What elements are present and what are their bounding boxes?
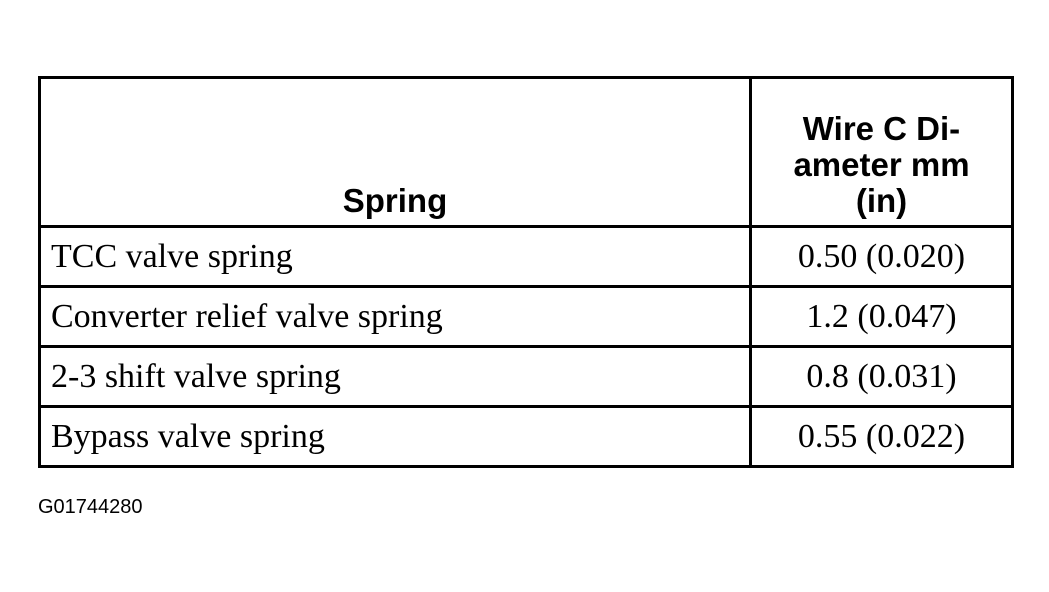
header-line: (in) <box>855 182 908 219</box>
table-body: TCC valve spring 0.50 (0.020) Converter re… <box>38 225 1014 468</box>
wire-diameter: 0.50 (0.020) <box>749 225 1014 288</box>
spring-name: 2-3 shift valve spring <box>38 345 752 408</box>
figure-id: G01744280 <box>38 496 143 518</box>
spring-name: Converter relief valve spring <box>38 285 752 348</box>
spec-table: Spring Wire C Di-ameter mm (in) TCC valve… <box>38 76 1014 468</box>
header-line: ameter mm <box>793 146 970 183</box>
table-row: TCC valve spring 0.50 (0.020) <box>38 225 1014 288</box>
header-cell: Spring <box>38 76 752 228</box>
table-row: Converter relief valve spring 1.2 (0.047) <box>38 285 1014 348</box>
header-line: Wire C Di- <box>802 110 961 147</box>
spring-name: TCC valve spring <box>38 225 752 288</box>
wire-diameter: 0.8 (0.031) <box>749 345 1014 408</box>
wire-diameter: 0.55 (0.022) <box>749 405 1014 468</box>
wire-diameter: 1.2 (0.047) <box>749 285 1014 348</box>
header-row: Spring Wire C Di-ameter mm (in) <box>38 76 1014 228</box>
table-row: 2-3 shift valve spring 0.8 (0.031) <box>38 345 1014 408</box>
spring-name: Bypass valve spring <box>38 405 752 468</box>
header-cell: Wire C Di-ameter mm (in) <box>749 76 1014 228</box>
table-row: Bypass valve spring 0.55 (0.022) <box>38 405 1014 468</box>
